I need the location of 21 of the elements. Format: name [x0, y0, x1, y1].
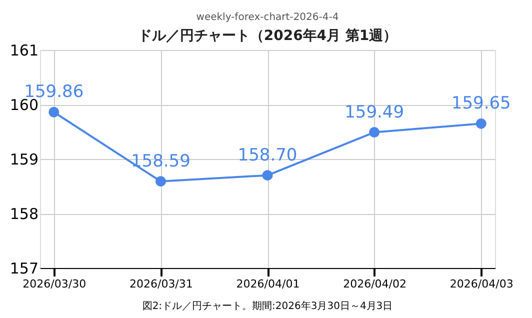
y-tick-label: 158 — [10, 205, 38, 223]
y-tick-label: 159 — [10, 150, 38, 168]
point — [369, 127, 380, 138]
y-tick-label: 161 — [10, 42, 38, 60]
data-label: 158.70 — [238, 145, 298, 166]
data-label: 158.59 — [130, 151, 190, 172]
data-label: 159.65 — [451, 94, 511, 114]
point — [155, 176, 166, 187]
point — [476, 118, 486, 129]
chart-title: ドル／円チャート（2026年4月 第1週） — [138, 28, 398, 44]
y-tick-label: 157 — [10, 260, 38, 278]
x-tick-label: 2026/03/30 — [22, 278, 86, 290]
text: weekly-forex-chart-2026-4-4 — [196, 12, 339, 23]
data-label: 159.49 — [344, 102, 404, 122]
point — [262, 170, 273, 181]
x-tick-label: 2026/04/03 — [450, 278, 514, 290]
x-tick-label: 2026/03/31 — [129, 278, 193, 290]
point — [48, 106, 60, 118]
x-tick-label: 2026/04/02 — [343, 278, 407, 290]
caption: 図2:ドル／円チャート。期間:2026年3月30日～4月3日 — [142, 300, 393, 312]
x-tick-label: 2026/04/01 — [236, 278, 300, 290]
